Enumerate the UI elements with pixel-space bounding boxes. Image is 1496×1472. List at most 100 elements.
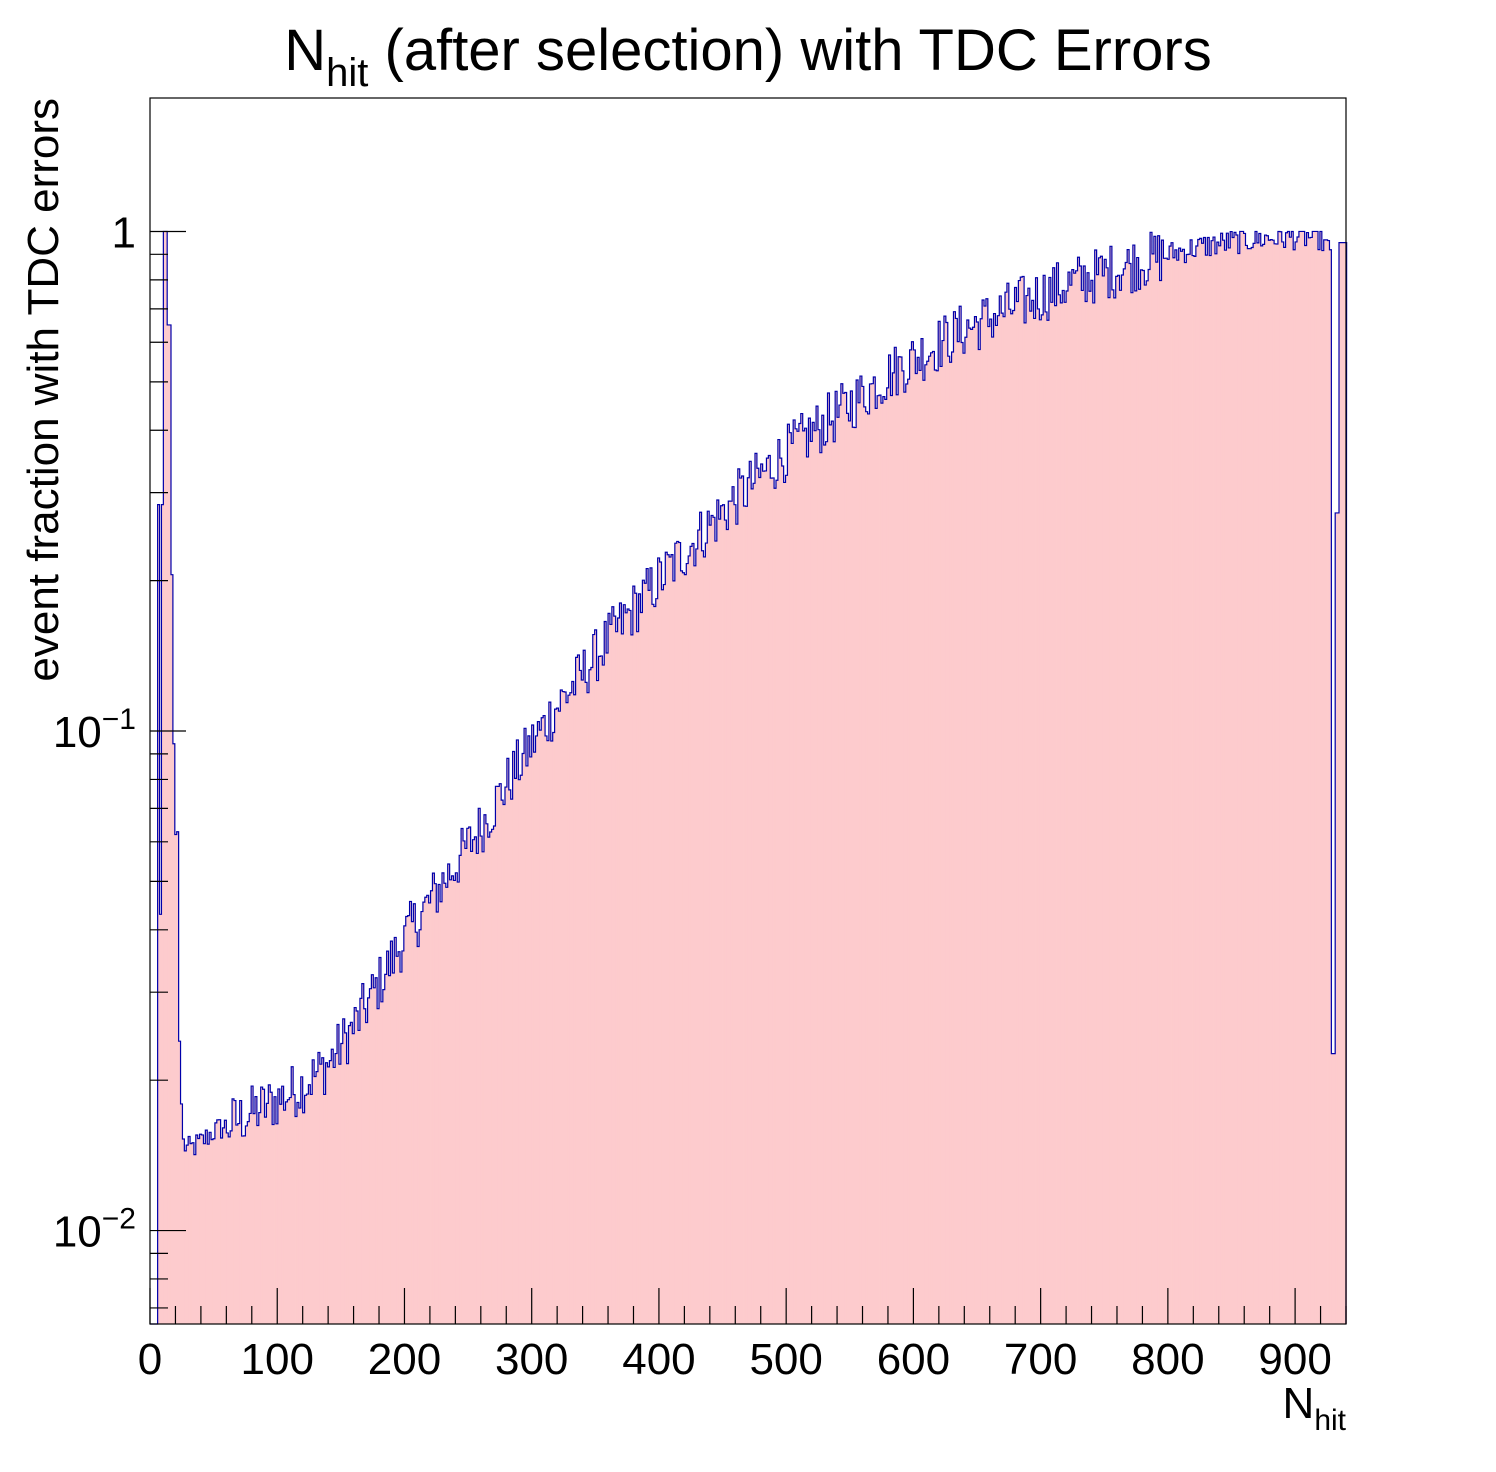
histogram-bin <box>463 840 466 1324</box>
histogram-bin <box>680 570 683 1324</box>
histogram-bin <box>571 681 575 1324</box>
histogram-bin <box>896 394 899 1325</box>
histogram-bin <box>1163 258 1166 1324</box>
histogram-bin <box>575 657 578 1324</box>
histogram-bin <box>419 929 422 1324</box>
histogram-bin <box>344 1032 347 1324</box>
histogram-bin <box>1081 290 1084 1325</box>
histogram-bin <box>1094 249 1098 1325</box>
histogram-bin <box>919 370 922 1324</box>
histogram-bin <box>533 752 536 1324</box>
histogram-bin <box>296 1102 300 1324</box>
histogram-bin <box>850 391 853 1324</box>
histogram-bin <box>499 783 502 1324</box>
histogram-bin <box>667 554 670 1324</box>
chart-title: Nhit (after selection) with TDC Errors <box>284 18 1212 95</box>
histogram-bin <box>487 837 491 1324</box>
histogram-bin <box>764 470 767 1324</box>
histogram-bin <box>985 298 989 1324</box>
histogram-bin <box>636 631 639 1324</box>
histogram-bin <box>157 504 160 1325</box>
histogram-bin <box>1008 309 1012 1324</box>
histogram-bin <box>1003 316 1006 1325</box>
histogram-bin <box>554 709 557 1324</box>
histogram-bin <box>386 951 389 1324</box>
histogram-bin <box>253 1113 256 1324</box>
histogram-bin <box>1130 292 1134 1325</box>
histogram-bin <box>817 429 821 1324</box>
histogram-bin <box>943 316 947 1325</box>
histogram-bin <box>1096 274 1099 1324</box>
histogram-bin <box>766 458 769 1324</box>
histogram-bin <box>579 670 582 1324</box>
histogram-bin <box>228 1136 231 1324</box>
histogram-bin <box>730 501 733 1324</box>
histogram-bin <box>678 542 681 1324</box>
histogram-bin <box>375 977 378 1324</box>
histogram-bin <box>535 735 538 1324</box>
histogram-bin <box>823 445 827 1324</box>
histogram-bin <box>760 463 764 1325</box>
histogram-bin <box>1222 240 1225 1325</box>
histogram-bin <box>1178 248 1181 1324</box>
histogram-bin <box>161 504 164 1325</box>
histogram-bin <box>594 629 597 1324</box>
histogram-bin <box>312 1059 315 1324</box>
histogram-bin <box>1024 322 1027 1324</box>
histogram-bin <box>858 402 861 1324</box>
histogram-bin <box>1026 295 1029 1324</box>
histogram-bin <box>300 1076 304 1324</box>
histogram-fill <box>157 231 1348 1325</box>
histogram-bin <box>264 1117 267 1324</box>
histogram-bin <box>247 1121 250 1324</box>
histogram-bin <box>1188 254 1191 1325</box>
histogram-bin <box>333 1067 336 1324</box>
histogram-bin <box>1027 288 1031 1324</box>
histogram-bin <box>745 506 748 1324</box>
histogram-bin <box>394 937 397 1324</box>
y-axis-label: event fraction with TDC errors <box>19 98 68 682</box>
histogram-bin <box>548 702 552 1324</box>
histogram-bin <box>1083 265 1086 1325</box>
histogram-bin <box>741 476 744 1324</box>
histogram-bin <box>422 902 426 1324</box>
histogram-bin <box>833 441 836 1324</box>
histogram-bin <box>491 829 494 1324</box>
histogram-bin <box>613 616 617 1324</box>
histogram-bin <box>682 572 685 1324</box>
histogram-bin <box>449 879 452 1324</box>
histogram-bin <box>810 441 813 1324</box>
histogram-bin <box>289 1097 292 1324</box>
histogram-bin <box>825 441 828 1325</box>
histogram-bin <box>650 567 653 1324</box>
histogram-bin <box>1085 301 1088 1324</box>
y-tick-label: 10−1 <box>53 703 136 757</box>
histogram-bin <box>900 357 903 1324</box>
histogram-bin <box>1119 290 1122 1324</box>
histogram-bin <box>1321 250 1325 1324</box>
histogram-bin <box>852 427 855 1324</box>
histogram-bin <box>938 321 941 1324</box>
histogram-bin <box>506 758 510 1324</box>
histogram-bin <box>949 362 952 1325</box>
histogram-bin <box>159 914 162 1324</box>
histogram-bin <box>905 384 909 1324</box>
histogram-bin <box>743 506 746 1324</box>
histogram-bin <box>285 1101 288 1324</box>
histogram-bin <box>1256 242 1260 1324</box>
histogram-bin <box>999 295 1002 1324</box>
histogram-bin <box>560 689 563 1324</box>
histogram-bin <box>676 541 680 1324</box>
histogram-bin <box>552 732 556 1324</box>
histogram-bin <box>503 804 506 1324</box>
histogram-bin <box>182 1139 185 1324</box>
histogram-bin <box>768 455 771 1324</box>
histogram-bin <box>1319 231 1323 1325</box>
histogram-bin <box>197 1138 201 1324</box>
histogram-bin <box>1018 280 1021 1324</box>
histogram-bin <box>762 471 765 1324</box>
histogram-bin <box>1211 240 1214 1324</box>
y-tick-label: 10−2 <box>53 1203 136 1257</box>
histogram-bin <box>480 836 483 1324</box>
histogram-bin <box>1304 245 1307 1325</box>
